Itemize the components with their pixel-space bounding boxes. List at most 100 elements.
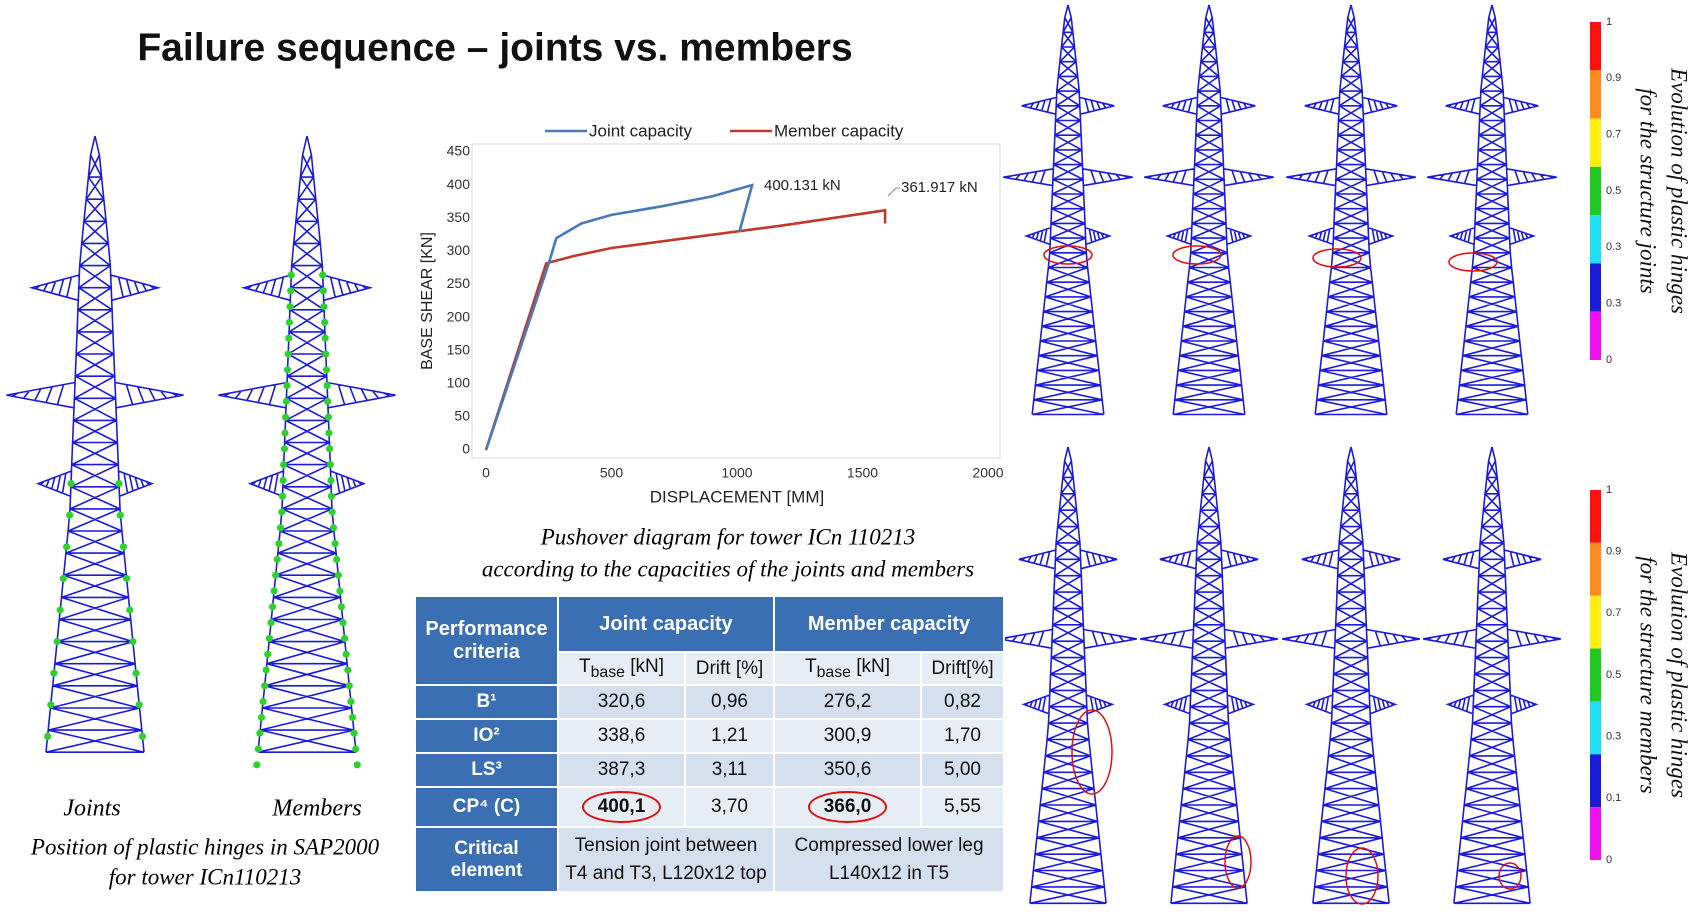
plastic-hinge xyxy=(278,508,286,516)
scale-band xyxy=(1590,807,1601,860)
chart: 0 50 100 150 200 250 300 350 400 450 0 500 1000 1500 2… xyxy=(419,121,1004,506)
x-tick-label: 1500 xyxy=(847,465,878,481)
table-cell: 0,82 xyxy=(920,684,1005,720)
x-tick-label: 2000 xyxy=(972,465,1003,481)
plastic-hinge xyxy=(323,382,331,390)
scale-caption: Evolution of plastic hinges xyxy=(1667,551,1692,798)
tower-label: Members xyxy=(271,796,361,822)
scale-label: 0.9 xyxy=(1606,72,1621,84)
plastic-hinge xyxy=(320,303,328,311)
plastic-hinge xyxy=(132,669,140,677)
y-tick-label: 400 xyxy=(447,176,471,192)
caption: for tower ICn110213 xyxy=(109,864,302,889)
scale-label: 0.3 xyxy=(1606,298,1621,310)
plastic-hinge xyxy=(44,732,52,741)
plastic-hinge xyxy=(47,701,55,709)
plastic-hinge xyxy=(344,666,352,674)
color-scales: 1 0.9 0.7 0.5 0.3 0.3 0 Evolution of plastic hi… xyxy=(1590,16,1692,866)
series-line xyxy=(484,208,887,451)
cell-line: T4 and T3, L120x12 top xyxy=(565,862,767,884)
scale-label: 0 xyxy=(1606,854,1612,866)
plastic-hinge xyxy=(273,555,281,564)
plastic-hinge xyxy=(267,619,275,627)
plastic-hinge xyxy=(331,540,339,548)
annotation-leader xyxy=(887,187,900,197)
scale-band xyxy=(1590,215,1601,264)
scale-caption: for the structure joints xyxy=(1636,88,1661,294)
table-row: IO² 338,6 1,21 300,9 1,70 xyxy=(414,718,1005,754)
plastic-hinge xyxy=(253,761,261,769)
plastic-hinge xyxy=(129,638,137,646)
plastic-hinge xyxy=(56,606,64,614)
cell-line: L140x12 in T5 xyxy=(828,862,950,884)
scale-label: 0.1 xyxy=(1606,792,1621,804)
plastic-hinge xyxy=(326,461,334,469)
plastic-hinge xyxy=(325,429,333,437)
plastic-hinge xyxy=(281,429,289,437)
y-tick-label: 200 xyxy=(447,308,471,324)
tower xyxy=(1423,446,1561,905)
tower xyxy=(999,446,1137,905)
plastic-hinge xyxy=(334,571,342,579)
plastic-hinge xyxy=(283,382,291,390)
table-cell: 300,9 xyxy=(773,718,922,754)
scale-band xyxy=(1590,263,1601,312)
tower xyxy=(1003,4,1133,416)
circled-value: 366,0 xyxy=(807,791,888,823)
table-cell: 0,96 xyxy=(684,684,775,720)
plastic-hinge xyxy=(256,729,264,737)
series-line xyxy=(484,183,754,451)
table-row: CP⁴ (C) 400,1 3,70 366,0 5,55 xyxy=(414,786,1005,828)
scale-label: 0.7 xyxy=(1606,129,1621,141)
scale-label: 1 xyxy=(1606,484,1612,496)
table-row: LS³ 387,3 3,11 350,6 5,00 xyxy=(414,752,1005,788)
plastic-hinge xyxy=(285,318,293,326)
plastic-hinge xyxy=(280,445,288,453)
tower-label: Joints xyxy=(63,796,120,822)
row-label: LS³ xyxy=(414,752,559,788)
row-label: IO² xyxy=(414,718,559,754)
plastic-hinge xyxy=(119,543,127,551)
plastic-hinge xyxy=(342,650,350,658)
plastic-hinge xyxy=(264,650,272,658)
plastic-hinge xyxy=(66,511,74,519)
plastic-hinge xyxy=(337,603,345,611)
tower xyxy=(1282,446,1420,905)
tower xyxy=(6,135,184,753)
scale-band xyxy=(1590,166,1601,216)
caption: Position of plastic hinges in SAP2000 xyxy=(30,834,380,859)
plastic-hinge xyxy=(53,638,61,646)
plastic-hinge xyxy=(333,555,341,564)
plastic-hinge xyxy=(50,669,58,677)
highlight xyxy=(1224,835,1252,889)
scale-label: 0.9 xyxy=(1606,546,1621,558)
y-tick-label: 0 xyxy=(462,441,470,457)
plastic-hinge xyxy=(123,574,131,583)
plot-frame xyxy=(471,143,1001,459)
plastic-hinge xyxy=(322,366,331,374)
plastic-hinge xyxy=(286,303,294,311)
plastic-hinge xyxy=(272,571,280,579)
table-cell: 276,2 xyxy=(773,684,922,720)
scale-label: 0.7 xyxy=(1606,607,1621,619)
y-tick-label: 350 xyxy=(447,209,471,225)
table-cell: 338,6 xyxy=(557,718,686,754)
highlight xyxy=(1043,245,1093,265)
table-cell: 1,21 xyxy=(684,718,775,754)
plastic-hinge xyxy=(350,729,358,737)
y-axis-label: BASE SHEAR [KN] xyxy=(419,232,436,370)
x-tick-label: 1000 xyxy=(721,465,752,481)
table-cell: 3,70 xyxy=(684,786,775,828)
row-label: B¹ xyxy=(414,684,559,720)
scale-label: 1 xyxy=(1606,16,1612,28)
subheader-text: [kN] xyxy=(850,655,890,677)
plastic-hinge xyxy=(352,745,360,753)
plastic-hinge xyxy=(279,476,287,484)
highlight xyxy=(1172,245,1222,265)
legend-label: Member capacity xyxy=(774,121,904,140)
plastic-hinge xyxy=(321,318,329,326)
y-tick-label: 150 xyxy=(447,341,471,357)
plastic-hinge xyxy=(135,701,143,709)
y-tick-label: 50 xyxy=(454,408,470,424)
table-cell: 5,00 xyxy=(920,752,1005,788)
